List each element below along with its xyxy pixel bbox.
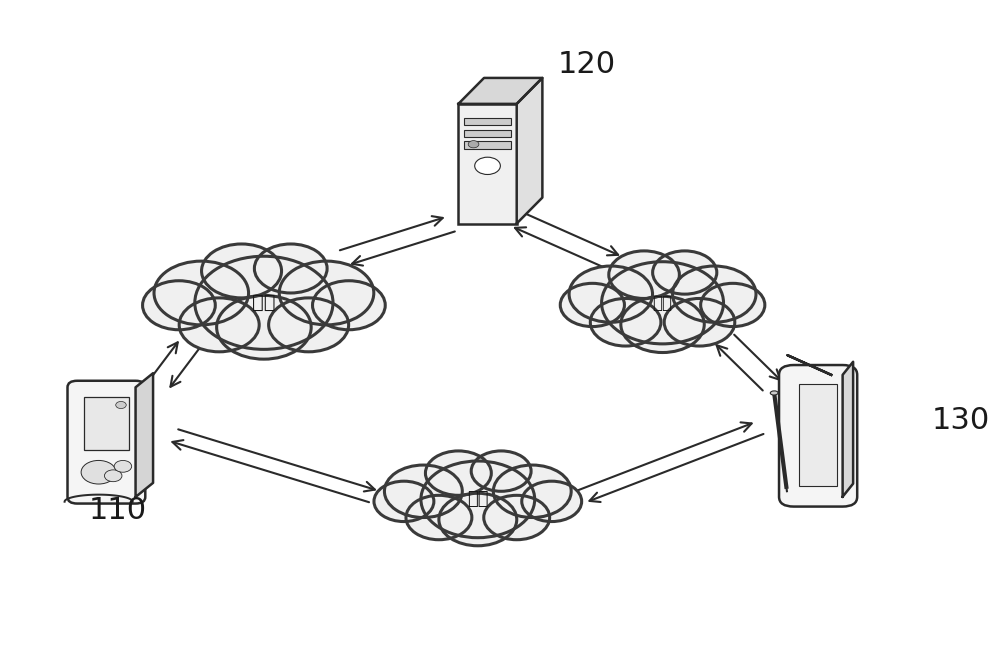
Text: 网络: 网络 [653, 293, 673, 312]
Circle shape [471, 451, 531, 492]
Circle shape [114, 461, 132, 472]
Text: 110: 110 [89, 496, 147, 525]
Circle shape [313, 281, 385, 330]
Circle shape [475, 157, 500, 174]
Circle shape [602, 262, 724, 344]
FancyBboxPatch shape [68, 381, 145, 503]
Circle shape [406, 495, 472, 540]
Polygon shape [843, 362, 853, 497]
Circle shape [621, 296, 704, 353]
Text: 130: 130 [932, 406, 990, 435]
FancyBboxPatch shape [779, 365, 857, 507]
FancyBboxPatch shape [464, 118, 511, 126]
Circle shape [81, 461, 116, 484]
FancyBboxPatch shape [464, 130, 511, 137]
Text: 网络: 网络 [252, 293, 276, 313]
Circle shape [560, 284, 624, 326]
Circle shape [154, 261, 249, 325]
FancyBboxPatch shape [799, 384, 837, 486]
Circle shape [653, 251, 717, 294]
Polygon shape [517, 78, 542, 224]
Polygon shape [458, 78, 542, 104]
Circle shape [468, 141, 479, 148]
Circle shape [384, 465, 462, 518]
Circle shape [701, 284, 765, 326]
Circle shape [439, 494, 517, 545]
Circle shape [609, 251, 679, 299]
Circle shape [590, 299, 661, 346]
Circle shape [116, 401, 126, 409]
Circle shape [421, 461, 535, 538]
Circle shape [374, 481, 434, 522]
Circle shape [425, 451, 491, 495]
Text: 120: 120 [558, 51, 616, 80]
Circle shape [202, 244, 282, 298]
Circle shape [522, 481, 582, 522]
FancyBboxPatch shape [84, 397, 129, 450]
Circle shape [664, 299, 735, 346]
Circle shape [673, 266, 756, 322]
Circle shape [195, 256, 333, 349]
Polygon shape [136, 373, 153, 497]
Circle shape [179, 298, 259, 352]
Circle shape [484, 495, 550, 540]
FancyBboxPatch shape [464, 141, 511, 149]
Circle shape [217, 295, 311, 359]
Circle shape [143, 281, 215, 330]
Circle shape [104, 470, 122, 482]
Text: 网络: 网络 [467, 490, 489, 509]
Circle shape [493, 465, 571, 518]
FancyBboxPatch shape [458, 104, 517, 224]
Circle shape [569, 266, 653, 322]
Circle shape [254, 244, 327, 293]
Circle shape [269, 298, 349, 352]
Circle shape [279, 261, 374, 325]
Ellipse shape [770, 391, 778, 395]
